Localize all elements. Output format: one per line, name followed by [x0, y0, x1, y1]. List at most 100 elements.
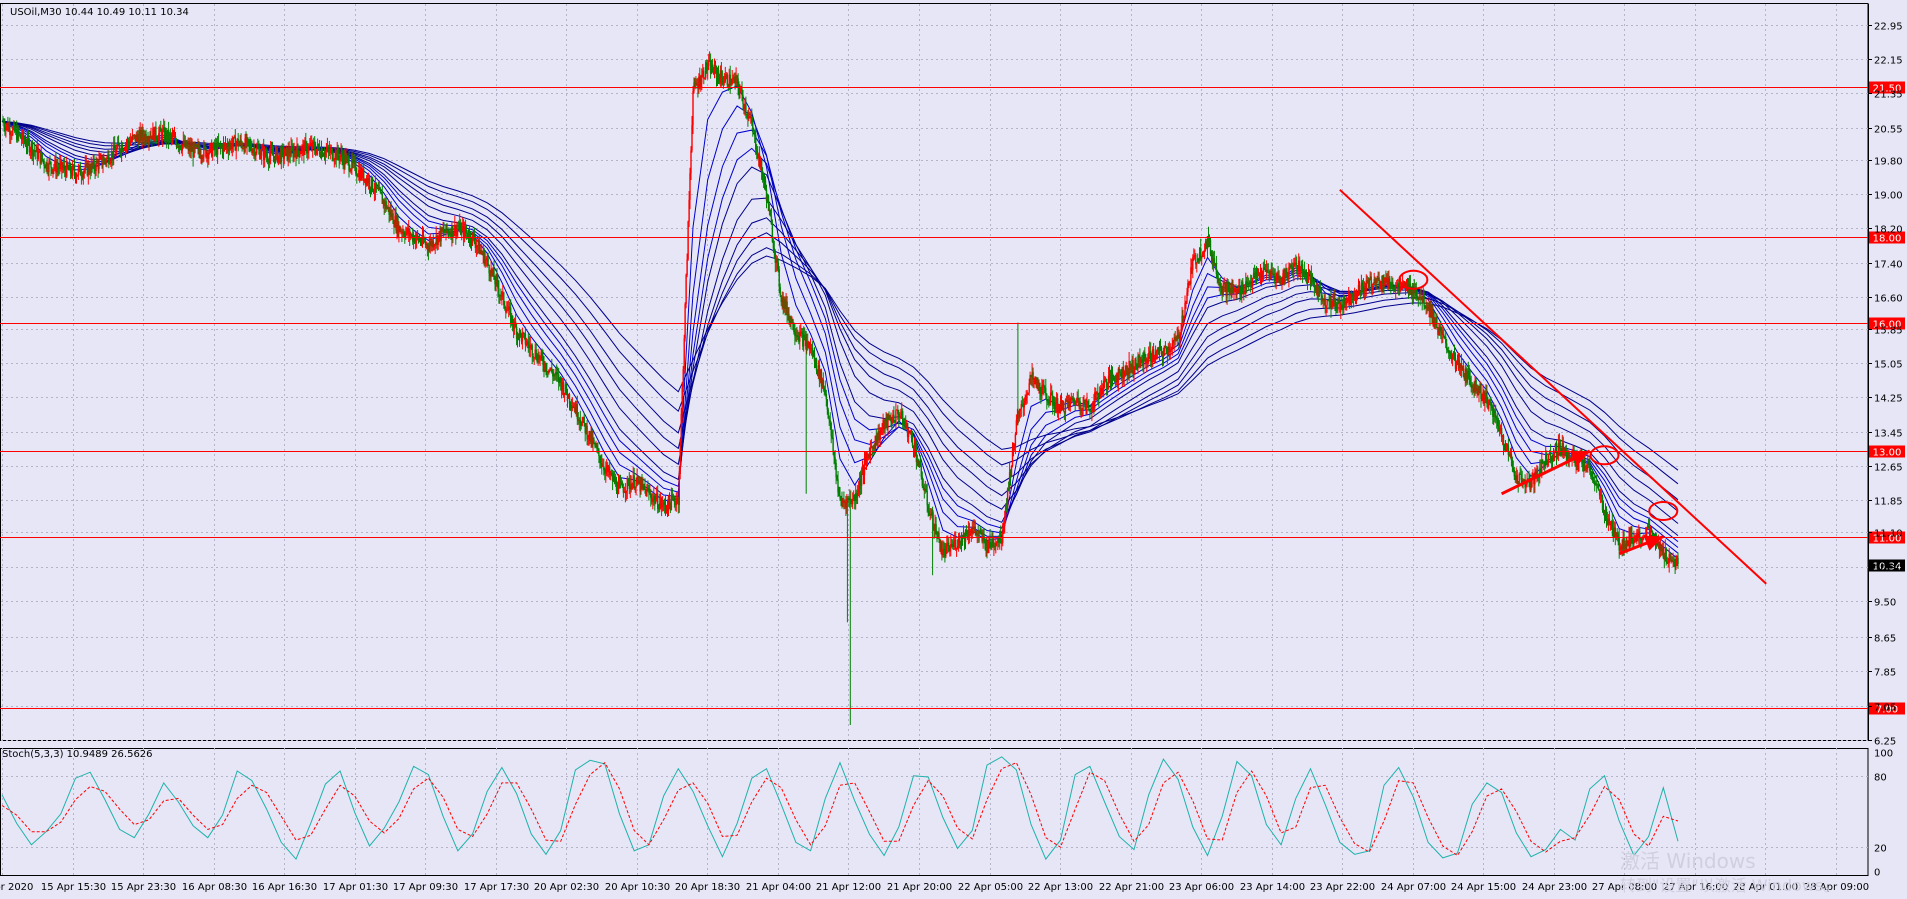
candle-body	[743, 104, 745, 110]
candle-body	[1262, 267, 1265, 274]
candle-body	[620, 482, 623, 484]
candle-body	[98, 159, 100, 170]
candle-body	[1099, 392, 1101, 398]
candle-body	[1131, 360, 1133, 367]
candle-body	[463, 226, 466, 238]
candle-body	[1292, 266, 1294, 273]
candle-body	[860, 474, 863, 486]
candle-body	[795, 335, 797, 337]
candle-body	[1177, 334, 1179, 337]
candle-body	[404, 235, 406, 238]
candle-body	[1074, 402, 1076, 405]
candle-body	[187, 144, 189, 146]
candle-body	[207, 152, 209, 159]
candle-body	[174, 136, 177, 142]
candle-body	[1172, 341, 1174, 344]
candle-body	[1175, 338, 1177, 341]
candle-body	[812, 353, 815, 357]
candle-body	[54, 160, 56, 168]
candle-body	[778, 269, 780, 288]
candle-body	[586, 425, 588, 440]
candle-body	[1042, 384, 1044, 386]
candle-body	[155, 126, 157, 139]
candle-body	[33, 150, 35, 152]
candle-body	[195, 145, 197, 147]
candle-body	[1096, 392, 1098, 395]
candle-body	[338, 155, 340, 160]
candle-body	[1605, 509, 1608, 520]
candle-body	[803, 334, 805, 347]
candle-body	[757, 154, 759, 159]
candle-body	[270, 149, 273, 151]
candle-body	[659, 499, 662, 504]
candle-body	[492, 268, 494, 273]
candle-body	[1098, 395, 1100, 398]
candle-body	[219, 144, 222, 147]
candle-body	[964, 530, 967, 542]
candle-body	[1047, 401, 1049, 402]
candle-body	[933, 529, 935, 531]
candle-body	[1361, 282, 1364, 285]
candle-body	[770, 216, 773, 225]
candle-body	[1081, 409, 1083, 411]
candle-body	[816, 370, 819, 375]
candle-body	[1293, 263, 1295, 273]
candle-body	[385, 201, 387, 209]
candle-body	[1568, 452, 1570, 459]
candle-body	[452, 225, 454, 237]
candle-body	[125, 143, 128, 145]
candle-body	[473, 234, 476, 242]
candle-body	[1132, 360, 1134, 374]
candle-body	[1565, 451, 1567, 458]
candle-body	[459, 223, 461, 229]
candle-body	[249, 143, 251, 145]
candle-body	[1051, 392, 1053, 396]
candle-body	[1222, 284, 1224, 295]
candle-body	[24, 141, 27, 146]
candle-body	[1488, 399, 1490, 409]
stoch-y-tick-label: 80	[1874, 773, 1887, 784]
candle-body	[1288, 267, 1290, 280]
candle-body	[1312, 280, 1315, 283]
candle-body	[27, 136, 30, 141]
candle-body	[989, 536, 991, 544]
candle-body	[921, 476, 923, 487]
candle-body	[493, 268, 495, 280]
candle-body	[442, 229, 444, 232]
candle-body	[372, 190, 375, 193]
candle-body	[399, 226, 401, 232]
y-tick-label: 11.10	[1874, 529, 1903, 540]
candle-body	[961, 535, 964, 539]
candle-body	[612, 476, 615, 482]
candle-body	[20, 138, 23, 140]
candle-body	[62, 168, 64, 170]
candle-body	[1552, 454, 1555, 461]
candle-body	[308, 145, 310, 152]
candle-body	[1258, 272, 1261, 280]
candle-body	[1106, 383, 1109, 388]
candle-body	[109, 163, 111, 164]
candle-body	[450, 233, 452, 238]
candle-body	[1395, 286, 1397, 290]
candle-body	[216, 142, 219, 155]
candle-body	[604, 470, 606, 474]
candle-body	[1282, 273, 1284, 282]
candle-body	[709, 60, 712, 74]
candle-body	[1058, 405, 1061, 412]
candle-body	[323, 155, 326, 157]
candle-body	[1152, 349, 1155, 360]
candle-body	[1519, 474, 1521, 475]
candle-body	[1417, 297, 1419, 300]
candle-body	[1370, 276, 1372, 291]
candle-body	[381, 194, 383, 204]
candle-body	[417, 237, 420, 242]
y-tick-label: 9.50	[1874, 598, 1896, 609]
candle-body	[563, 392, 566, 395]
candle-body	[1421, 297, 1423, 303]
candle-body	[911, 438, 914, 446]
candle-body	[313, 141, 315, 144]
candle-body	[351, 158, 353, 170]
candle-body	[243, 148, 245, 152]
candle-body	[890, 419, 892, 423]
candle-body	[472, 232, 475, 235]
